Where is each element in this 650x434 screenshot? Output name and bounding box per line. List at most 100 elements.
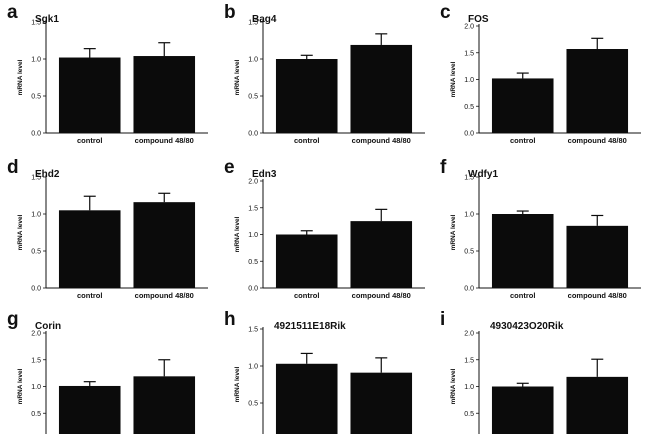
bar-control	[275, 363, 338, 434]
panel-title: FOS	[468, 14, 489, 25]
y-tick-label: 1.5	[31, 175, 41, 182]
y-tick-label: 2.0	[248, 179, 258, 186]
y-tick-label: 0.0	[31, 286, 41, 293]
x-category-label: control	[510, 136, 535, 145]
bar-compound-48-80	[566, 225, 629, 288]
y-tick-label: 1.0	[31, 212, 41, 219]
x-category-label: compound 48/80	[568, 291, 627, 300]
chart-panel-b: b Bag4 mRNA level 0.0 0.5 1.0 1.5 control compou…	[224, 2, 425, 145]
x-category-label: compound 48/80	[352, 136, 411, 145]
y-tick-label: 0.0	[248, 286, 258, 293]
x-category-label: control	[510, 291, 535, 300]
y-tick-label: 0.5	[31, 94, 41, 101]
y-axis-label: mRNA level	[450, 368, 457, 404]
panel-title: 4930423O20Rik	[490, 321, 564, 332]
panel-letter: i	[440, 309, 445, 330]
y-tick-label: 1.0	[31, 57, 41, 64]
chart-panel-a: a Sgk1 mRNA level 0.0 0.5 1.0 1.5 control compou…	[7, 2, 208, 145]
x-category-label: control	[77, 291, 102, 300]
y-tick-label: 1.0	[31, 384, 41, 391]
panel-title: Corin	[35, 321, 61, 332]
y-axis-label: mRNA level	[234, 216, 241, 252]
bar-control	[491, 386, 554, 434]
panel-letter: d	[7, 157, 19, 178]
y-tick-label: 2.0	[464, 24, 474, 31]
x-category-label: compound 48/80	[135, 136, 194, 145]
x-category-label: control	[294, 136, 319, 145]
chart-panel-d: d Ehd2 mRNA level 0.0 0.5 1.0 1.5 control compou…	[7, 157, 208, 300]
bar-control	[58, 385, 121, 434]
panel-letter: b	[224, 2, 236, 23]
y-tick-label: 0.5	[464, 104, 474, 111]
y-axis-label: mRNA level	[234, 59, 241, 95]
y-tick-label: 1.5	[248, 20, 258, 27]
y-tick-label: 0.5	[464, 411, 474, 418]
bar-compound-48-80	[133, 376, 196, 434]
y-tick-label: 0.0	[248, 131, 258, 138]
y-axis-label: mRNA level	[17, 59, 24, 95]
y-tick-label: 0.5	[31, 411, 41, 418]
y-tick-label: 1.5	[248, 205, 258, 212]
y-tick-label: 0.5	[248, 259, 258, 266]
bar-compound-48-80	[133, 202, 196, 288]
y-tick-label: 0.0	[31, 131, 41, 138]
x-category-label: control	[77, 136, 102, 145]
panel-letter: e	[224, 157, 235, 178]
y-tick-label: 1.5	[464, 175, 474, 182]
y-tick-label: 2.0	[31, 331, 41, 338]
y-tick-label: 1.0	[464, 384, 474, 391]
panel-letter: h	[224, 309, 236, 330]
bar-control	[58, 57, 121, 133]
y-tick-label: 1.0	[248, 232, 258, 239]
chart-panel-e: e Edn3 mRNA level 0.0 0.5 1.0 1.5 2.0 control com…	[224, 157, 425, 300]
bar-compound-48-80	[566, 49, 629, 133]
y-tick-label: 0.0	[464, 286, 474, 293]
panel-title: Wdfy1	[468, 169, 498, 180]
panel-letter: a	[7, 2, 18, 23]
panel-title: 4921511E18Rik	[274, 321, 346, 332]
y-tick-label: 1.0	[464, 77, 474, 84]
x-category-label: compound 48/80	[135, 291, 194, 300]
chart-panel-f: f Wdfy1 mRNA level 0.0 0.5 1.0 1.5 control compo…	[440, 157, 641, 300]
y-tick-label: 1.5	[464, 357, 474, 364]
y-axis-label: mRNA level	[450, 214, 457, 250]
bar-compound-48-80	[350, 372, 413, 434]
y-axis-label: mRNA level	[17, 214, 24, 250]
y-axis-label: mRNA level	[17, 368, 24, 404]
x-category-label: control	[294, 291, 319, 300]
bar-control	[491, 78, 554, 133]
y-axis-label: mRNA level	[234, 366, 241, 402]
y-tick-label: 1.0	[248, 364, 258, 371]
y-axis-label: mRNA level	[450, 61, 457, 97]
y-tick-label: 1.5	[248, 327, 258, 334]
bar-control	[275, 59, 338, 133]
panel-letter: c	[440, 2, 451, 23]
y-tick-label: 0.5	[248, 94, 258, 101]
panel-title: Bag4	[252, 14, 277, 25]
x-category-label: compound 48/80	[568, 136, 627, 145]
panel-title: Edn3	[252, 169, 277, 180]
y-tick-label: 1.0	[464, 212, 474, 219]
y-tick-label: 1.5	[31, 357, 41, 364]
y-tick-label: 1.5	[31, 20, 41, 27]
y-tick-label: 1.5	[464, 50, 474, 57]
chart-panel-c: c FOS mRNA level 0.0 0.5 1.0 1.5 2.0 control comp…	[440, 2, 641, 145]
bar-control	[491, 214, 554, 288]
panel-letter: f	[440, 157, 447, 178]
bar-control	[275, 234, 338, 288]
bar-compound-48-80	[350, 221, 413, 288]
bar-compound-48-80	[566, 376, 629, 434]
panel-title: Sgk1	[35, 14, 59, 25]
y-tick-label: 0.5	[464, 249, 474, 256]
x-category-label: compound 48/80	[352, 291, 411, 300]
y-tick-label: 0.5	[248, 401, 258, 408]
y-tick-label: 0.0	[464, 131, 474, 138]
panel-letter: g	[7, 309, 19, 330]
y-tick-label: 0.5	[31, 249, 41, 256]
y-tick-label: 1.0	[248, 57, 258, 64]
panel-title: Ehd2	[35, 169, 60, 180]
bar-compound-48-80	[133, 56, 196, 133]
